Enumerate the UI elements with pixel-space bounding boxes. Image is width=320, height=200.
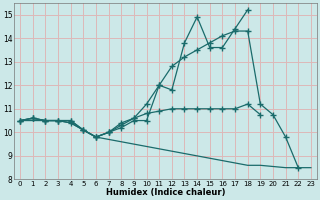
X-axis label: Humidex (Indice chaleur): Humidex (Indice chaleur) xyxy=(106,188,225,197)
